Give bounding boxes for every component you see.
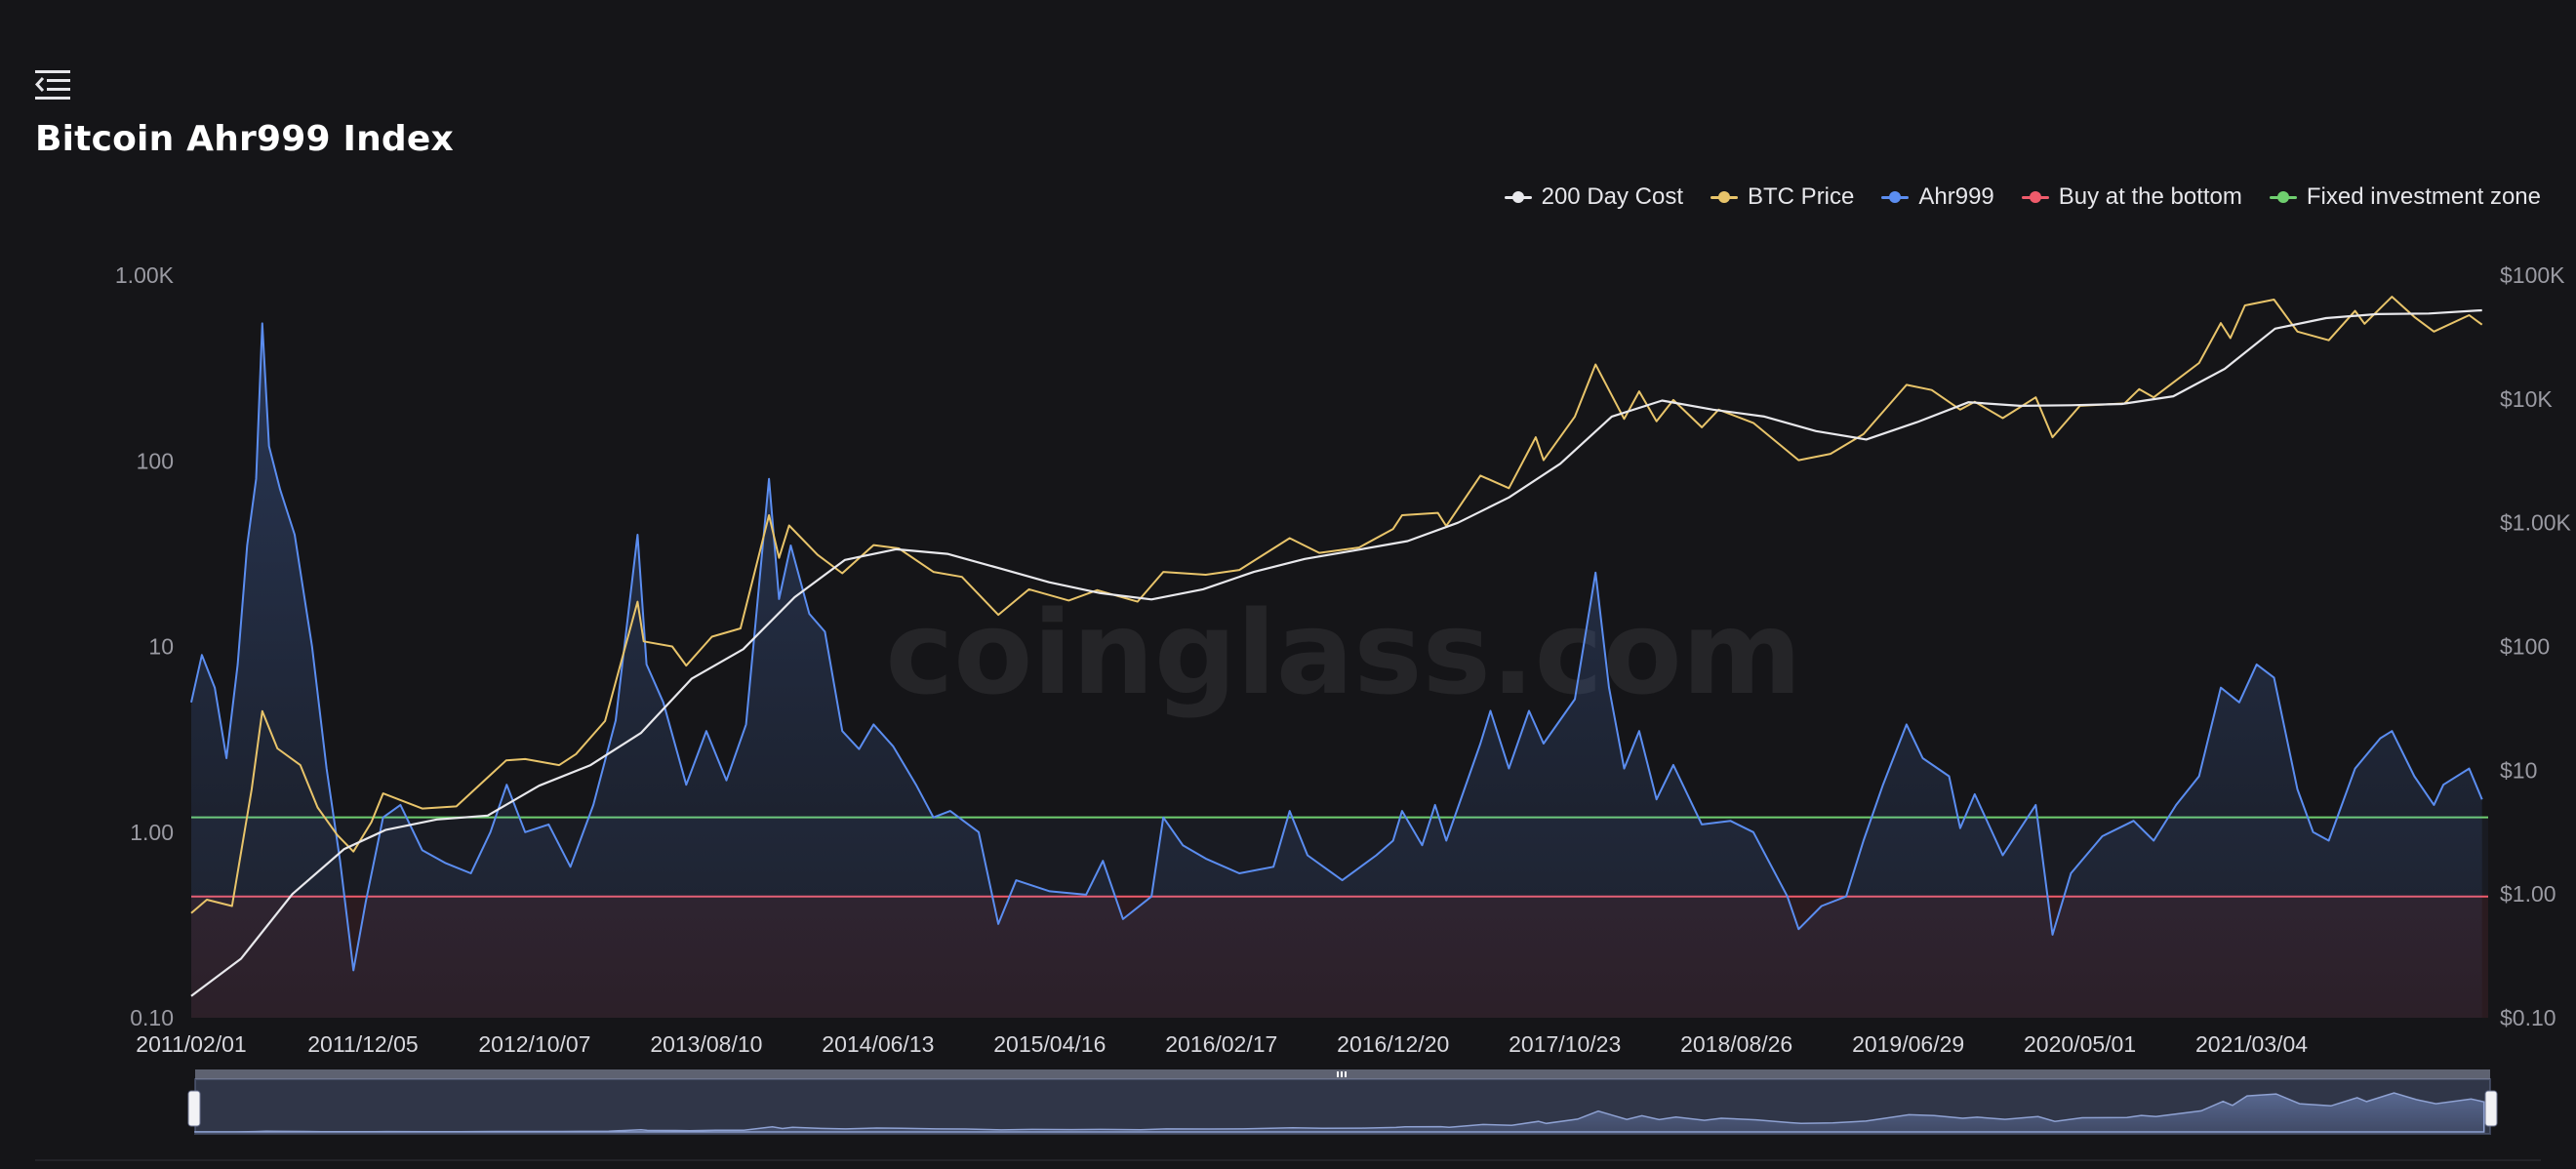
x-tick-label: 2020/05/01 (2024, 1031, 2136, 1057)
x-tick-label: 2017/10/23 (1509, 1031, 1621, 1057)
series-line-200-day-cost (190, 308, 2482, 997)
y-right-tick-label: $100 (2500, 634, 2550, 660)
y-left-tick-label: 0.10 (130, 1005, 174, 1030)
navigator-grip-icon (1345, 1071, 1347, 1077)
y-right-tick-label: $1.00K (2500, 510, 2572, 536)
y-left-tick-label: 100 (137, 448, 174, 473)
legend-swatch-fixed (2269, 191, 2297, 203)
x-tick-label: 2016/02/17 (1165, 1031, 1277, 1057)
y-left-tick-label: 10 (148, 634, 174, 660)
x-tick-label: 2011/12/05 (307, 1031, 418, 1057)
y-right-tick-label: $1.00 (2500, 881, 2556, 907)
y-right-tick-label: $10K (2500, 386, 2553, 412)
legend-label-bottom: Buy at the bottom (2058, 183, 2242, 210)
x-tick-label: 2021/03/04 (2195, 1031, 2308, 1057)
legend-item-price[interactable]: BTC Price (1711, 183, 1854, 211)
legend-label-cost200: 200 Day Cost (1541, 183, 1684, 210)
legend-swatch-bottom (2021, 191, 2049, 203)
legend-label-price: BTC Price (1748, 183, 1855, 210)
watermark: coinglass.com (885, 585, 1801, 720)
navigator-handle-right[interactable] (2484, 1090, 2498, 1127)
navigator-grip-icon (1341, 1071, 1343, 1077)
y-right-tick-label: $10 (2500, 757, 2537, 783)
navigator-handle-left[interactable] (187, 1090, 201, 1127)
series-line-ahr999 (190, 322, 2483, 972)
navigator-selection[interactable] (195, 1079, 2490, 1134)
bottom-divider (35, 1159, 2541, 1161)
legend-item-fixed[interactable]: Fixed investment zone (2269, 183, 2541, 211)
ahr999-area (191, 323, 2482, 1018)
navigator-grip-icon (1337, 1071, 1339, 1077)
page-title: Bitcoin Ahr999 Index (35, 119, 454, 159)
x-tick-label: 2012/10/07 (478, 1031, 590, 1057)
legend-label-ahr: Ahr999 (1918, 183, 1994, 210)
navigator-overview-area (194, 1092, 2485, 1133)
chart-legend: 200 Day Cost BTC Price Ahr999 Buy at the bo… (1504, 183, 2541, 211)
legend-swatch-price (1711, 191, 1739, 203)
collapse-menu-icon[interactable] (34, 68, 72, 101)
legend-swatch-cost200 (1504, 191, 1532, 203)
x-tick-label: 2015/04/16 (993, 1031, 1106, 1057)
x-tick-label: 2011/02/01 (136, 1031, 246, 1057)
x-tick-label: 2019/06/29 (1852, 1031, 1964, 1057)
legend-item-cost200[interactable]: 200 Day Cost (1504, 183, 1684, 211)
range-navigator[interactable] (187, 1069, 2498, 1135)
y-left-tick-label: 1.00 (130, 820, 174, 845)
x-tick-label: 2018/08/26 (1680, 1031, 1792, 1057)
legend-item-ahr[interactable]: Ahr999 (1881, 183, 1994, 211)
legend-label-fixed: Fixed investment zone (2306, 183, 2541, 210)
y-left-tick-label: 1.00K (115, 262, 175, 288)
y-right-tick-label: $0.10 (2500, 1005, 2556, 1030)
x-tick-label: 2014/06/13 (822, 1031, 934, 1057)
series-line-btc-price (190, 296, 2483, 914)
legend-swatch-ahr (1881, 191, 1910, 203)
x-tick-label: 2016/12/20 (1337, 1031, 1449, 1057)
x-tick-label: 2013/08/10 (650, 1031, 762, 1057)
y-right-tick-label: $100K (2500, 262, 2565, 288)
legend-item-bottom[interactable]: Buy at the bottom (2021, 183, 2242, 211)
